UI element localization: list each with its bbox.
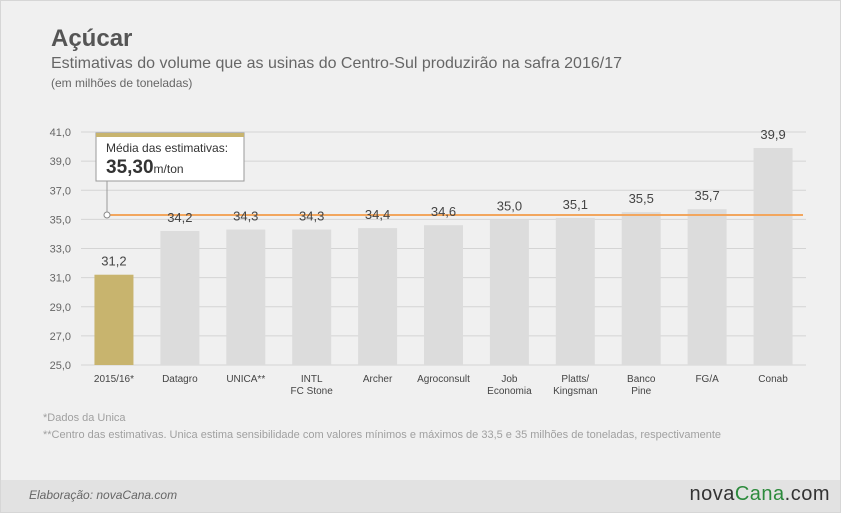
bar — [358, 228, 398, 365]
chart-subtitle: Estimativas do volume que as usinas do C… — [51, 55, 622, 72]
bar-value-label: 35,1 — [563, 197, 588, 212]
bar-value-label: 34,3 — [233, 209, 258, 224]
x-category-label: FG/A — [695, 374, 719, 385]
bar-value-label: 34,2 — [167, 210, 192, 225]
novacana-logo[interactable]: novaCana.com — [689, 483, 830, 506]
x-category-label: Banco — [627, 374, 656, 385]
credit-text: Elaboração: novaCana.com — [29, 488, 178, 502]
bar-value-label: 35,5 — [629, 191, 654, 206]
x-category-label: Economia — [487, 386, 532, 397]
logo-text-main: nova — [689, 483, 735, 505]
x-category-label: Agroconsult — [417, 374, 470, 385]
bar-chart: 25,0 27,0 29,0 31,0 33,0 35,0 37,0 39,0 41,0 31,… — [50, 127, 806, 397]
y-tick-label: 37,0 — [50, 185, 71, 197]
y-tick-label: 25,0 — [50, 360, 71, 372]
y-tick-label: 27,0 — [50, 331, 71, 343]
bar — [160, 231, 200, 365]
footnotes: *Dados da Unica **Centro das estimativas… — [43, 410, 721, 444]
x-category-label: Platts/ — [561, 374, 589, 385]
bar-value-label: 39,9 — [760, 127, 785, 142]
bar — [226, 229, 266, 365]
bar-value-label: 34,6 — [431, 204, 456, 219]
footnote-1: *Dados da Unica — [43, 412, 126, 424]
logo-text-accent: Cana — [734, 483, 785, 505]
y-tick-label: 35,0 — [50, 214, 71, 226]
bar-value-label: 35,0 — [497, 198, 522, 213]
x-category-label: Archer — [363, 374, 393, 385]
svg-text:35,30m/ton: 35,30m/ton — [106, 157, 184, 178]
y-tick-label: 31,0 — [50, 273, 71, 285]
bar-value-label: 34,4 — [365, 207, 390, 222]
chart-unit-note: (em milhões de toneladas) — [51, 76, 193, 90]
bar — [489, 219, 529, 365]
bar-value-label: 35,7 — [694, 188, 719, 203]
callout-unit: m/ton — [154, 162, 184, 176]
bar — [292, 229, 332, 365]
y-tick-label: 41,0 — [50, 127, 71, 139]
callout-pointer-dot — [103, 211, 111, 219]
logo-text-suffix: .com — [784, 483, 830, 505]
bar — [424, 225, 463, 365]
callout-accent-bar — [96, 133, 244, 137]
x-category-label: Job — [501, 374, 518, 385]
bar-value-label: 31,2 — [101, 254, 126, 269]
x-category-label: Pine — [631, 386, 651, 397]
bar — [753, 148, 793, 365]
bar — [687, 209, 727, 365]
bar — [94, 274, 134, 365]
footnote-2: **Centro das estimativas. Unica estima s… — [43, 429, 722, 441]
bar — [621, 212, 661, 365]
y-tick-label: 39,0 — [50, 156, 71, 168]
average-callout: Média das estimativas: 35,30m/ton — [95, 132, 245, 219]
bar-value-label: 34,3 — [299, 209, 324, 224]
x-category-label: Conab — [758, 374, 788, 385]
x-category-label: Kingsman — [553, 386, 597, 397]
x-category-label: INTL — [301, 374, 323, 385]
footer-bar: Elaboração: novaCana.com novaCana.com — [1, 480, 840, 512]
y-tick-label: 33,0 — [50, 244, 71, 256]
x-category-label: 2015/16* — [94, 374, 134, 385]
x-category-label: Datagro — [162, 374, 198, 385]
callout-value: 35,30 — [106, 157, 154, 178]
bar — [555, 217, 595, 365]
chart-title: Açúcar — [51, 25, 133, 52]
callout-label: Média das estimativas: — [106, 141, 228, 155]
y-tick-label: 29,0 — [50, 302, 71, 314]
x-category-label: FC Stone — [291, 386, 334, 397]
x-category-label: UNICA** — [226, 374, 265, 385]
